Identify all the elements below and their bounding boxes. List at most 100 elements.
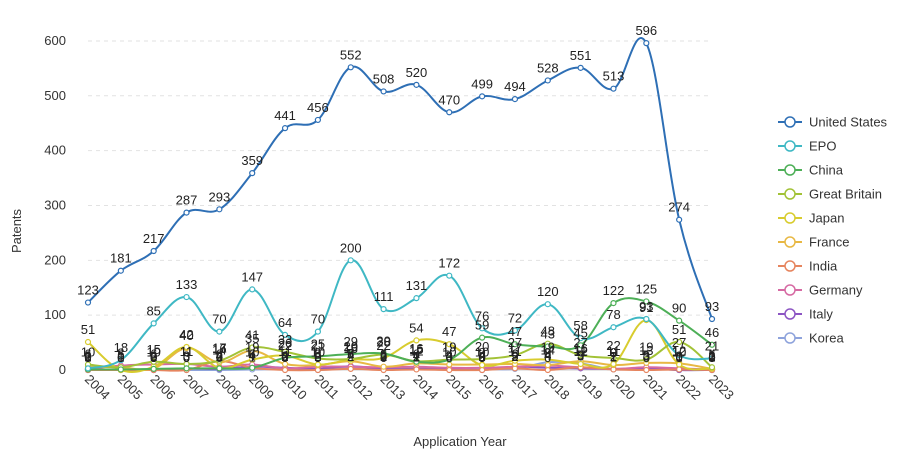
data-point[interactable] [249, 344, 256, 351]
data-point[interactable] [643, 366, 650, 374]
data-point[interactable] [183, 365, 190, 372]
data-point[interactable] [446, 109, 453, 116]
data-point[interactable] [643, 40, 650, 47]
data-point[interactable] [183, 209, 190, 216]
data-point[interactable] [577, 342, 584, 349]
data-point[interactable] [84, 299, 92, 306]
data-point[interactable] [643, 356, 650, 363]
data-point[interactable] [117, 366, 124, 373]
data-point[interactable] [577, 360, 584, 368]
legend-item[interactable]: France [778, 235, 849, 250]
data-point[interactable] [511, 327, 519, 334]
data-point[interactable] [610, 299, 617, 307]
data-point[interactable] [281, 348, 289, 356]
legend-item[interactable]: Japan [778, 211, 844, 226]
legend-item[interactable]: Korea [778, 331, 844, 346]
data-point[interactable] [314, 361, 321, 368]
data-point[interactable] [249, 170, 256, 177]
data-point[interactable] [314, 353, 321, 360]
data-point[interactable] [380, 350, 387, 357]
data-point[interactable] [216, 365, 223, 372]
data-point[interactable] [610, 85, 617, 92]
data-point[interactable] [216, 206, 223, 213]
data-point[interactable] [216, 328, 223, 335]
data-point[interactable] [249, 364, 256, 371]
data-point[interactable] [511, 95, 519, 103]
legend-item[interactable]: EPO [778, 139, 836, 154]
data-point[interactable] [643, 315, 650, 323]
data-point[interactable] [708, 364, 716, 371]
data-point[interactable] [281, 125, 289, 132]
data-point[interactable] [577, 64, 584, 71]
data-point[interactable] [314, 366, 321, 374]
data-point[interactable] [708, 355, 716, 362]
data-point[interactable] [544, 366, 551, 374]
data-point[interactable] [676, 317, 683, 324]
data-point[interactable] [380, 306, 387, 313]
data-point[interactable] [150, 247, 157, 255]
data-point[interactable] [117, 267, 124, 274]
data-point[interactable] [347, 257, 354, 264]
data-point[interactable] [676, 352, 683, 359]
data-point[interactable] [511, 352, 519, 359]
data-point[interactable] [150, 358, 157, 365]
data-point[interactable] [544, 356, 551, 363]
data-point[interactable] [544, 301, 551, 308]
data-point[interactable] [479, 93, 486, 100]
data-point[interactable] [281, 360, 289, 368]
data-point[interactable] [479, 334, 486, 341]
data-point[interactable] [676, 366, 683, 373]
data-point[interactable] [347, 64, 354, 71]
data-point[interactable] [446, 272, 453, 279]
data-point[interactable] [380, 88, 387, 95]
data-point[interactable] [708, 315, 716, 323]
data-point[interactable] [479, 361, 486, 369]
data-point[interactable] [643, 298, 650, 305]
data-point[interactable] [314, 328, 321, 335]
data-point[interactable] [577, 335, 584, 342]
data-point[interactable] [479, 366, 486, 374]
data-point[interactable] [413, 337, 420, 344]
data-point[interactable] [676, 338, 683, 346]
data-point[interactable] [347, 365, 354, 373]
data-point[interactable] [676, 361, 683, 368]
legend-item[interactable]: China [778, 163, 844, 178]
legend-item[interactable]: India [778, 259, 838, 274]
data-point[interactable] [413, 366, 420, 373]
data-point[interactable] [511, 341, 519, 348]
data-point[interactable] [249, 286, 256, 293]
data-point[interactable] [479, 355, 486, 363]
data-point[interactable] [446, 341, 453, 348]
data-point[interactable] [610, 360, 617, 368]
data-point[interactable] [314, 116, 321, 124]
data-point[interactable] [281, 331, 289, 339]
data-point[interactable] [84, 338, 92, 346]
data-point[interactable] [610, 324, 617, 331]
legend-item[interactable]: Germany [778, 283, 863, 298]
data-point[interactable] [150, 320, 157, 327]
data-point[interactable] [183, 293, 190, 301]
data-point[interactable] [216, 357, 223, 364]
data-point[interactable] [380, 363, 387, 370]
data-point[interactable] [183, 343, 190, 351]
data-point[interactable] [544, 77, 551, 84]
data-point[interactable] [347, 350, 354, 358]
data-point[interactable] [413, 81, 420, 88]
data-point[interactable] [577, 352, 584, 359]
data-point[interactable] [84, 365, 92, 372]
data-point[interactable] [117, 357, 124, 364]
data-point[interactable] [281, 354, 289, 362]
data-point[interactable] [413, 358, 420, 365]
data-point[interactable] [150, 365, 157, 373]
legend-item[interactable]: United States [778, 115, 888, 130]
data-point[interactable] [281, 366, 289, 374]
data-point[interactable] [413, 295, 420, 302]
data-point[interactable] [544, 343, 551, 350]
legend-item[interactable]: Great Britain [778, 187, 882, 202]
data-point[interactable] [479, 325, 486, 332]
data-point[interactable] [708, 341, 716, 348]
data-point[interactable] [610, 354, 617, 362]
legend-item[interactable]: Italy [778, 307, 833, 322]
data-point[interactable] [676, 216, 683, 223]
data-point[interactable] [446, 356, 453, 363]
